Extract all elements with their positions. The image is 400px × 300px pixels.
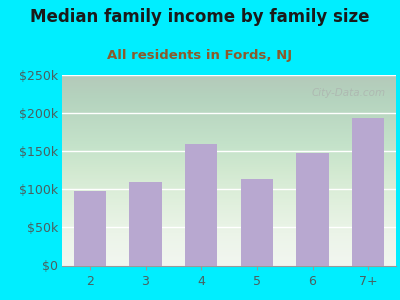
Bar: [129, 182, 162, 266]
Text: Median family income by family size: Median family income by family size: [30, 8, 370, 26]
Bar: [74, 191, 106, 266]
Bar: [241, 179, 273, 266]
Bar: [185, 144, 217, 266]
Text: All residents in Fords, NJ: All residents in Fords, NJ: [108, 50, 292, 62]
Text: City-Data.com: City-Data.com: [312, 88, 386, 98]
Bar: [352, 118, 384, 266]
Bar: [296, 153, 329, 266]
